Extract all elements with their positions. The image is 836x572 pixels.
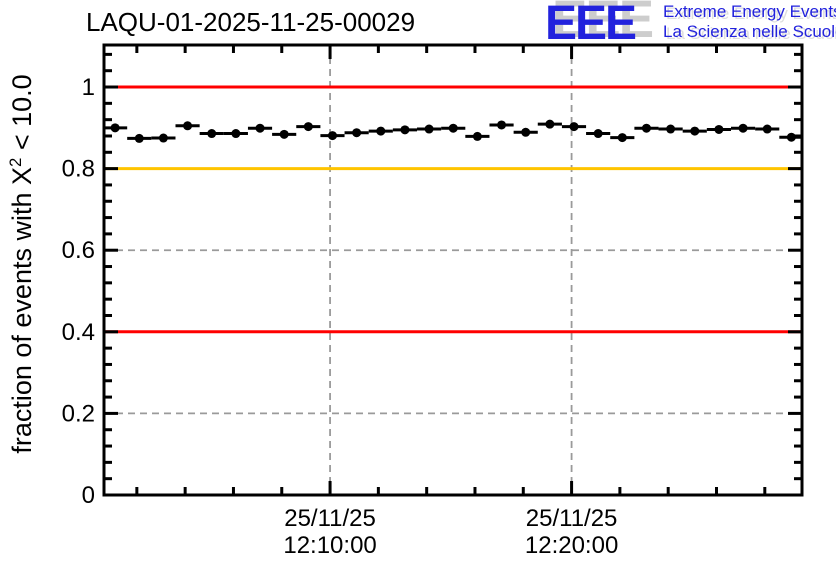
data-point: [400, 125, 410, 135]
x-tick-label-time: 12:20:00: [525, 532, 618, 559]
data-point: [714, 124, 724, 134]
y-tick-label: 0.2: [62, 400, 95, 427]
data-point: [617, 133, 627, 143]
run-title: LAQU-01-2025-11-25-00029: [86, 7, 416, 37]
data-point: [376, 126, 386, 136]
data-point: [158, 133, 168, 143]
eee-logo-acronym-shadow: EEE: [552, 0, 654, 49]
x-tick-label-date: 25/11/25: [526, 505, 618, 532]
x-tick-label-date: 25/11/25: [284, 505, 376, 532]
y-tick-label: 1: [82, 74, 95, 101]
data-point: [207, 129, 217, 139]
data-point: [448, 123, 458, 133]
data-point: [497, 120, 507, 130]
data-point: [424, 124, 434, 134]
y-tick-label: 0.6: [62, 237, 95, 264]
data-point: [593, 129, 603, 139]
data-point: [545, 119, 555, 129]
eee-logo-tagline-1: Extreme Energy Events: [663, 2, 836, 21]
data-point: [641, 123, 651, 133]
data-point: [183, 121, 193, 131]
gridlines: [104, 45, 802, 495]
data-point: [762, 124, 772, 134]
data-point: [569, 122, 579, 132]
eee-logo-tagline-2: La Scienza nelle Scuole: [663, 22, 836, 41]
data-point: [134, 133, 144, 143]
data-point: [786, 132, 796, 142]
data-series: [104, 119, 802, 143]
data-point: [279, 129, 289, 139]
data-point: [327, 131, 337, 141]
data-point: [472, 131, 482, 141]
eee-logo-acronym: EEE: [545, 0, 637, 50]
y-tick-label: 0.8: [62, 156, 95, 183]
data-point: [231, 129, 241, 139]
plot-frame: [102, 43, 804, 497]
y-tick-label: 0.4: [62, 319, 95, 346]
data-point: [738, 123, 748, 133]
data-point: [666, 124, 676, 134]
data-point: [110, 123, 120, 133]
axes: 00.20.40.60.8125/11/2512:10:0025/11/2512…: [62, 45, 802, 559]
eee-logo-taglines: Extreme Energy Events La Scienza nelle S…: [663, 2, 836, 42]
data-point: [690, 126, 700, 136]
data-point: [255, 123, 265, 133]
data-point: [303, 122, 313, 132]
data-point: [521, 127, 531, 137]
y-tick-label: 0: [82, 482, 95, 509]
data-point: [352, 128, 362, 138]
x-tick-label-time: 12:10:00: [283, 532, 376, 559]
eee-logo: EEE EEE Extreme Energy Events La Scienza…: [545, 0, 836, 50]
eee-logo-acronym-wrap: EEE EEE: [545, 0, 654, 50]
threshold-lines: [104, 85, 802, 334]
